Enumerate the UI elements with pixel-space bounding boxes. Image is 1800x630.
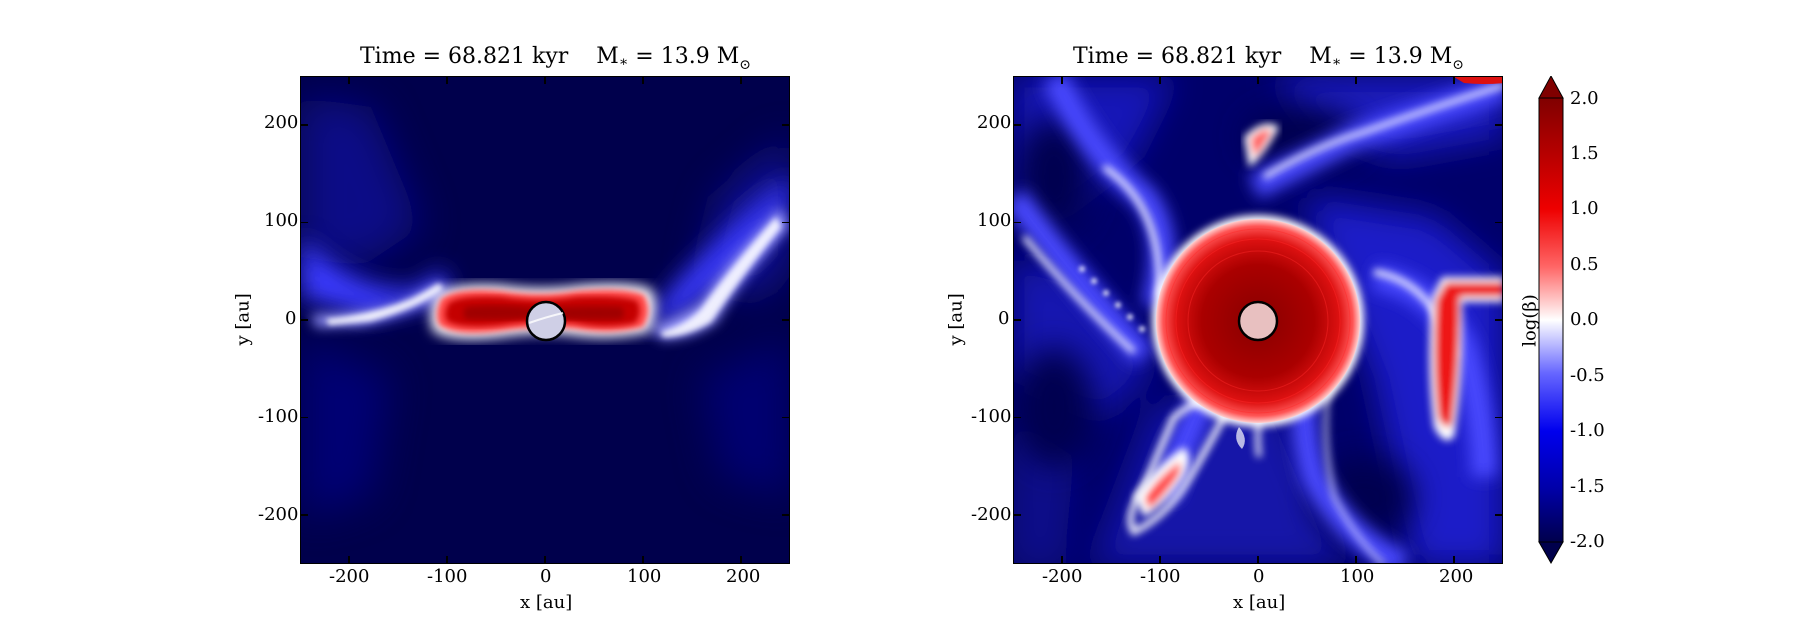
left-y-axis-label: y [au] <box>232 293 254 346</box>
left-xtick-mark <box>740 76 742 84</box>
right-ytick-label-200: 200 <box>977 112 1012 133</box>
right-title-sun-symbol: ⊙ <box>1452 57 1464 73</box>
left-xtick-label-0: 0 <box>540 566 552 587</box>
left-heatmap-image <box>301 77 789 563</box>
colorbar-tick-0.0: 0.0 <box>1570 309 1599 330</box>
left-ytick-mark <box>300 416 308 419</box>
right-ytick-mark <box>1013 124 1021 126</box>
left-xtick-mark <box>740 556 742 564</box>
left-ytick-mark <box>782 221 790 224</box>
colorbar-tick-m2.0: -2.0 <box>1570 531 1605 552</box>
left-ytick-label-m200: -200 <box>258 504 299 525</box>
right-y-axis-label: y [au] <box>945 293 967 346</box>
left-xtick-mark <box>446 556 448 564</box>
right-xtick-label-100: 100 <box>1340 566 1375 587</box>
right-ytick-mark <box>1013 221 1021 224</box>
right-title-time: Time = 68.821 kyr <box>1073 44 1282 69</box>
right-xtick-mark <box>1453 556 1455 564</box>
left-xtick-mark <box>348 556 350 564</box>
left-xtick-mark <box>348 76 350 84</box>
right-panel-title: Time = 68.821 kyr M∗ = 13.9 M⊙ <box>1073 44 1464 73</box>
left-xtick-mark <box>642 76 644 84</box>
right-ytick-mark <box>1495 221 1503 224</box>
right-ytick-mark <box>1495 124 1503 126</box>
left-panel-title: Time = 68.821 kyr M∗ = 13.9 M⊙ <box>360 44 751 73</box>
right-ytick-mark <box>1013 514 1021 516</box>
right-xtick-mark <box>1355 76 1357 84</box>
right-title-mass-sub: ∗ <box>1331 54 1342 70</box>
colorbar-tick-1.5: 1.5 <box>1570 143 1599 164</box>
left-ytick-mark <box>300 319 308 321</box>
right-ytick-mark <box>1013 319 1021 321</box>
right-xtick-mark <box>1061 556 1063 564</box>
right-xtick-mark <box>1257 76 1259 84</box>
colorbar-tick-1.0: 1.0 <box>1570 198 1599 219</box>
left-xtick-mark <box>544 556 546 564</box>
right-ytick-mark <box>1495 514 1503 516</box>
left-ytick-mark <box>300 221 308 224</box>
right-xtick-mark <box>1453 76 1455 84</box>
right-xtick-mark <box>1257 556 1259 564</box>
left-xtick-mark <box>642 556 644 564</box>
left-title-mass-value: = 13.9 M <box>628 44 740 69</box>
right-xtick-label-200: 200 <box>1439 566 1474 587</box>
left-xtick-label-200: 200 <box>726 566 761 587</box>
right-xtick-label-0: 0 <box>1253 566 1265 587</box>
left-xtick-label-m100: -100 <box>427 566 468 587</box>
left-ytick-label-0: 0 <box>285 308 297 329</box>
left-title-time: Time = 68.821 kyr <box>360 44 569 69</box>
colorbar-tick-m0.5: -0.5 <box>1570 365 1605 386</box>
left-title-mass-sub: ∗ <box>618 54 629 70</box>
left-ytick-label-m100: -100 <box>258 406 299 427</box>
right-sink-circle <box>1237 300 1279 342</box>
right-title-mass: M <box>1309 44 1332 69</box>
left-ytick-mark <box>782 514 790 516</box>
left-heatmap <box>300 76 790 564</box>
right-ytick-label-0: 0 <box>998 308 1010 329</box>
colorbar-tick-2.0: 2.0 <box>1570 88 1599 109</box>
left-x-axis-label: x [au] <box>520 592 573 613</box>
left-xtick-mark <box>446 76 448 84</box>
left-title-mass: M <box>596 44 619 69</box>
colorbar-tick-0.5: 0.5 <box>1570 254 1599 275</box>
colorbar-label: log(β) <box>1519 294 1541 347</box>
right-ytick-mark <box>1013 416 1021 419</box>
left-title-sun-symbol: ⊙ <box>739 57 751 73</box>
right-x-axis-label: x [au] <box>1233 592 1286 613</box>
left-xtick-label-m200: -200 <box>329 566 370 587</box>
colorbar-tick-m1.0: -1.0 <box>1570 420 1605 441</box>
left-xtick-mark <box>544 76 546 84</box>
right-ytick-label-m200: -200 <box>971 504 1012 525</box>
right-xtick-mark <box>1355 556 1357 564</box>
right-xtick-mark <box>1061 76 1063 84</box>
colorbar-image <box>1538 76 1564 564</box>
right-heatmap-image <box>1014 77 1502 563</box>
left-ytick-mark <box>782 124 790 126</box>
left-sink-circle <box>525 300 567 342</box>
right-xtick-mark <box>1159 556 1161 564</box>
right-ytick-mark <box>1495 416 1503 419</box>
left-ytick-label-200: 200 <box>264 112 299 133</box>
right-xtick-label-m200: -200 <box>1042 566 1083 587</box>
left-ytick-label-100: 100 <box>264 210 299 231</box>
right-heatmap <box>1013 76 1503 564</box>
left-ytick-mark <box>300 514 308 516</box>
colorbar <box>1538 76 1564 564</box>
right-xtick-mark <box>1159 76 1161 84</box>
left-ytick-mark <box>300 124 308 126</box>
left-xtick-label-100: 100 <box>627 566 662 587</box>
right-xtick-label-m100: -100 <box>1140 566 1181 587</box>
left-ytick-mark <box>782 416 790 419</box>
left-ytick-mark <box>782 319 790 321</box>
right-ytick-label-100: 100 <box>977 210 1012 231</box>
colorbar-tick-m1.5: -1.5 <box>1570 476 1605 497</box>
right-ytick-label-m100: -100 <box>971 406 1012 427</box>
right-title-mass-value: = 13.9 M <box>1341 44 1453 69</box>
right-ytick-mark <box>1495 319 1503 321</box>
